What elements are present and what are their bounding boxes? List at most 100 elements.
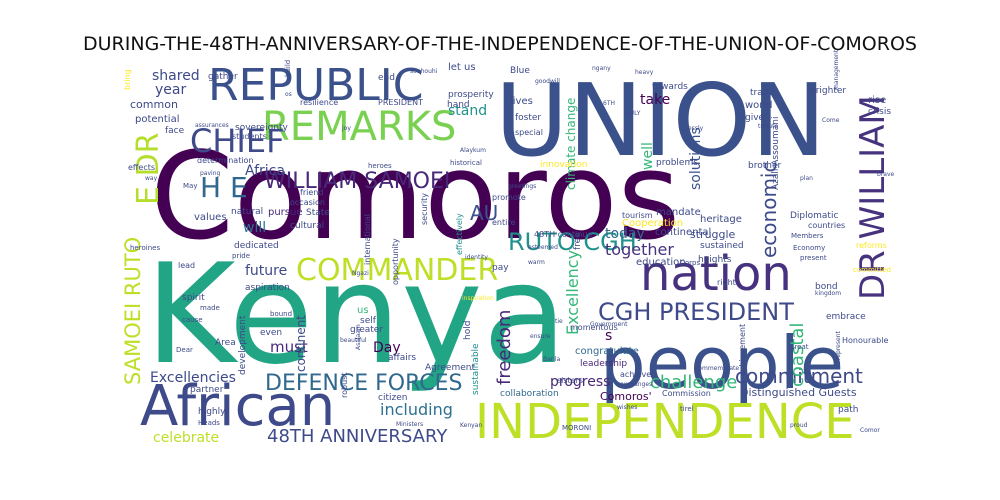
word-towards: towards — [652, 82, 688, 92]
word-opportunity: opportunity — [391, 238, 400, 285]
word-inspiration: inspiration — [462, 295, 494, 302]
word-will: will — [243, 220, 266, 236]
word-embrace: embrace — [826, 312, 866, 322]
word-commander: COMMANDER — [296, 253, 498, 288]
word-reforms: reforms — [856, 241, 887, 250]
word-heroes: heroes — [368, 162, 392, 170]
word-special: special — [515, 128, 543, 137]
word-let-us: let us — [448, 62, 476, 73]
word-prosperity: prosperity — [448, 90, 494, 100]
word-tirel: tirel — [680, 405, 694, 413]
word-effectively: effectively — [455, 213, 464, 255]
word-honourable: Honourable — [842, 336, 888, 345]
word-achieve: achieve — [620, 370, 651, 379]
word-pride: pride — [232, 252, 250, 260]
word-azali-assoumani: Azali Assoumani — [771, 117, 781, 191]
word-lead: lead — [178, 261, 195, 270]
word-tribute: tribute — [758, 123, 778, 130]
word-economic: economic — [757, 162, 781, 258]
word-must: must — [270, 338, 308, 356]
word-congratulate: congratulate — [575, 346, 639, 357]
word-day: Day — [373, 340, 401, 356]
word-identity: identity — [465, 254, 488, 261]
word-souhouhi: souhouhi — [410, 68, 438, 75]
word-even: even — [260, 328, 282, 338]
chart-title: DURING-THE-48TH-ANNIVERSARY-OF-THE-INDEP… — [83, 33, 917, 55]
word-highly: highly — [198, 407, 226, 417]
word-occasion: occasion — [290, 198, 325, 207]
word-greetings: greetings — [508, 183, 536, 190]
word-agreement: Agreement — [425, 363, 475, 373]
word-heads: Heads — [198, 419, 220, 427]
word-continent: continent — [294, 315, 308, 372]
word-collaboration: collaboration — [500, 389, 559, 399]
word-kenyan: Kenyan — [460, 422, 482, 429]
word-challenge: challenge — [650, 372, 737, 393]
word-way: way — [145, 175, 158, 182]
word-well: well — [640, 142, 656, 170]
word-members: Members — [791, 232, 824, 240]
word-heritage: heritage — [700, 214, 742, 225]
word-students: students — [232, 132, 267, 141]
word-nation: nation — [640, 246, 792, 302]
word-dedicated: dedicated — [234, 241, 279, 251]
word-crisis: crisis — [868, 107, 891, 117]
word-ruto-cgh: RUTO CGH — [508, 228, 637, 256]
word-republic: REPUBLIC — [208, 60, 424, 111]
word-comoros: Comoros — [150, 128, 680, 267]
word-celebrate: celebrate — [153, 430, 219, 446]
word-african: African — [140, 374, 335, 439]
word-cooperation: Cooperation — [622, 218, 683, 229]
word-brighter: brighter — [810, 86, 846, 96]
word-remarks: REMARKS — [262, 104, 456, 150]
word-economy: Economy — [793, 244, 825, 252]
word-kenya: Kenya — [145, 234, 567, 395]
word-e-dr: E DR — [131, 133, 166, 205]
word-moroni: MORONI — [562, 424, 591, 432]
word-commitment: commitment — [735, 364, 863, 388]
word-us: us — [357, 305, 369, 316]
word-heights: heights — [698, 255, 732, 265]
word-natural: natural — [231, 207, 263, 217]
word-exchanges: exchanges — [620, 381, 652, 388]
word-common: common — [130, 98, 178, 111]
word-resilience: resilience — [300, 98, 338, 107]
word-beautiful: beautiful — [340, 337, 367, 344]
word-kingdom: kingdom — [815, 290, 841, 297]
word-au: AU — [470, 201, 498, 225]
word-come: Come — [822, 117, 840, 124]
word-momentous: momentous — [570, 323, 618, 332]
word-self: self — [360, 316, 377, 326]
word-may: May — [183, 182, 197, 190]
word-including: including — [380, 400, 453, 419]
word-promote: promote — [492, 193, 526, 202]
word-heroines: heroines — [130, 244, 160, 252]
word-take: take — [640, 92, 670, 108]
word-citizen: citizen — [378, 393, 407, 403]
word-sisters: sisters — [557, 376, 583, 385]
word-state: State — [306, 208, 330, 218]
word-partner: partner — [190, 385, 224, 395]
word-cause: cause — [182, 316, 203, 324]
word-rise: rise — [868, 95, 886, 106]
word-entire: entire — [492, 218, 515, 227]
word-development: development — [238, 315, 248, 375]
word-potential: potential — [135, 114, 179, 125]
word-give: give — [745, 113, 765, 123]
word-determination: determination — [197, 156, 254, 165]
word-today: today — [605, 226, 645, 242]
word-sustained: sustained — [700, 241, 744, 251]
word-lives: lives — [510, 96, 533, 107]
word-tie: tie — [555, 318, 563, 325]
word-management: management — [833, 49, 840, 90]
word-government: Government — [590, 321, 628, 328]
word-bound: bound — [270, 310, 292, 318]
word-cgh-president: CGH PRESIDENT — [598, 298, 794, 326]
word-bring: bring — [123, 69, 132, 90]
word-chief: CHIEF — [190, 122, 284, 160]
word-effects: effects — [128, 163, 155, 172]
word-friend: friend — [300, 188, 323, 197]
word-achievement: achievement — [738, 324, 747, 376]
word-h-e: H E — [200, 171, 248, 204]
word-esteemed: esteemed — [528, 244, 558, 251]
